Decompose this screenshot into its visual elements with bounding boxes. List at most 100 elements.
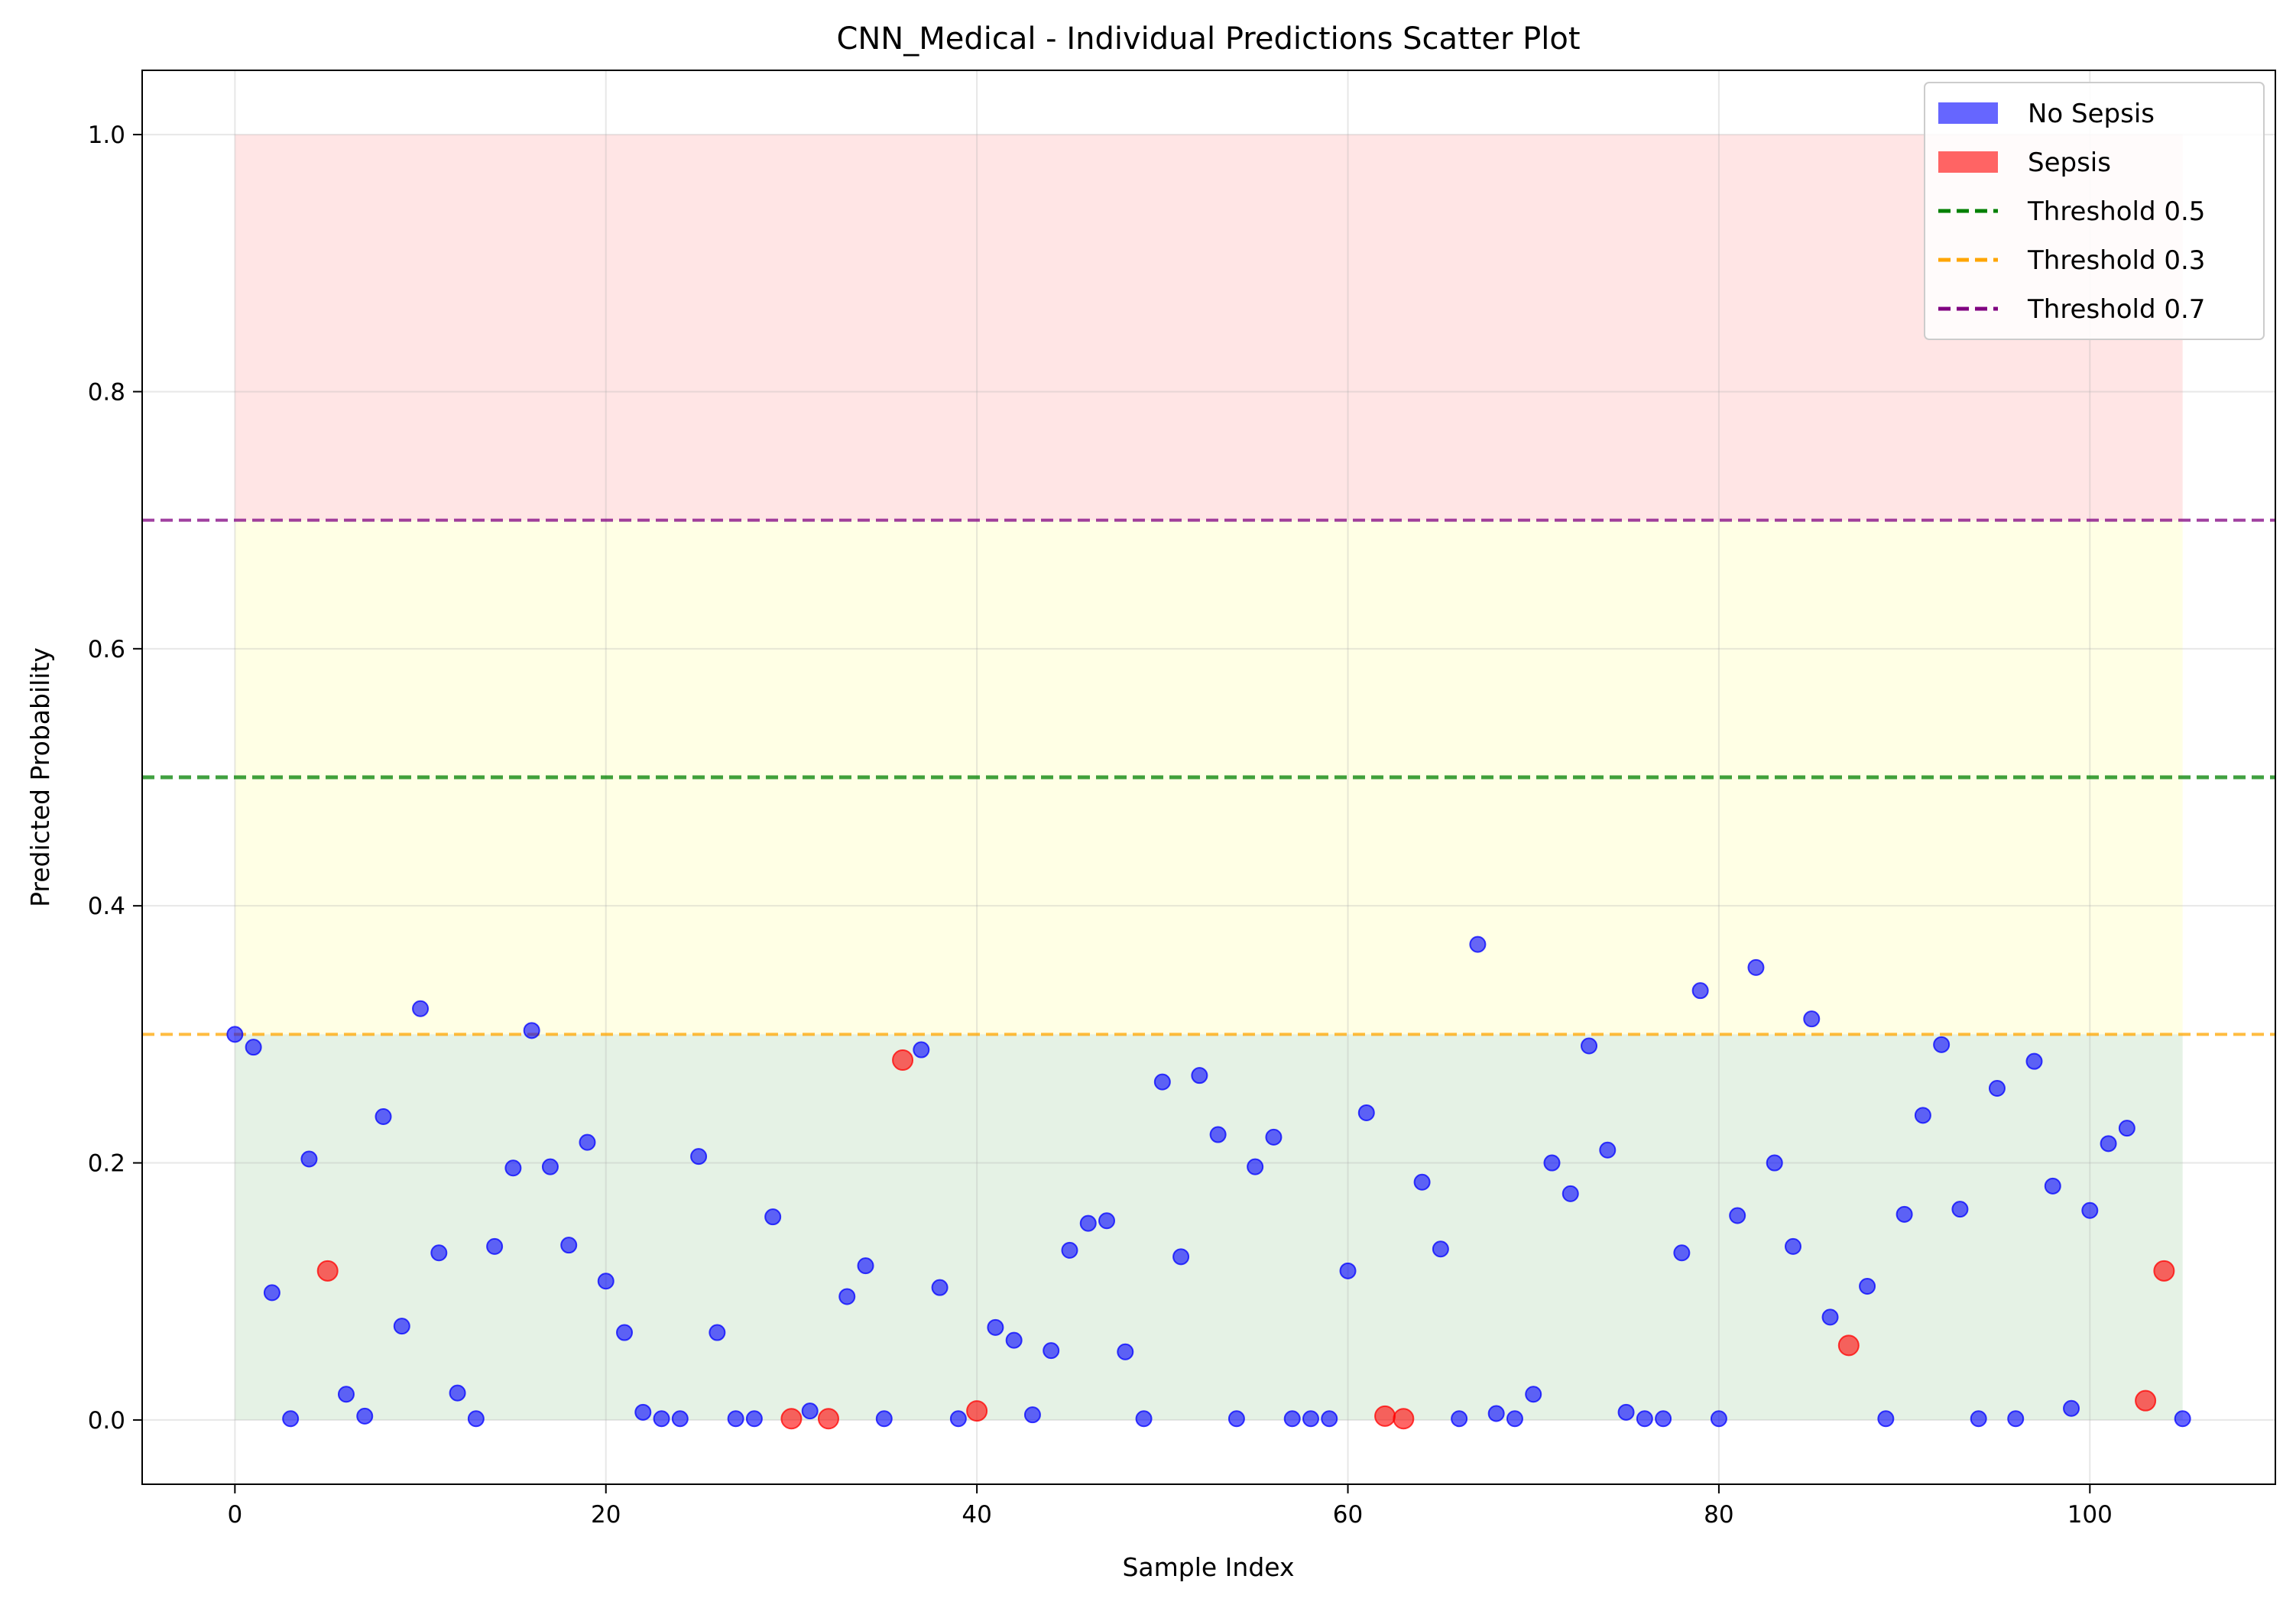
point-no-sepsis-51 <box>1265 1128 1283 1146</box>
point-sepsis-3 <box>892 1049 914 1071</box>
point-no-sepsis-74 <box>1729 1207 1746 1224</box>
point-sepsis-0 <box>316 1260 339 1282</box>
point-no-sepsis-8 <box>393 1318 410 1335</box>
y-tick-label-4: 0.8 <box>88 378 125 406</box>
point-no-sepsis-35 <box>949 1410 967 1428</box>
point-no-sepsis-69 <box>1636 1410 1653 1428</box>
point-no-sepsis-92 <box>2081 1201 2099 1219</box>
x-tick-label-1: 20 <box>591 1501 621 1529</box>
legend-label-threshold-05: Threshold 0.5 <box>2027 196 2205 227</box>
point-no-sepsis-49 <box>1227 1410 1245 1428</box>
point-no-sepsis-80 <box>1859 1278 1876 1295</box>
point-sepsis-4 <box>966 1400 988 1422</box>
point-no-sepsis-18 <box>579 1133 596 1151</box>
point-no-sepsis-9 <box>412 1000 430 1017</box>
x-tick-label-5: 100 <box>2067 1501 2113 1529</box>
point-no-sepsis-64 <box>1543 1154 1561 1172</box>
point-no-sepsis-0 <box>226 1026 244 1043</box>
point-no-sepsis-36 <box>987 1318 1004 1336</box>
point-no-sepsis-61 <box>1487 1405 1505 1422</box>
point-no-sepsis-93 <box>2100 1135 2117 1153</box>
point-no-sepsis-59 <box>1451 1410 1468 1428</box>
threshold-lines <box>142 518 2275 1036</box>
point-no-sepsis-17 <box>560 1237 578 1254</box>
point-no-sepsis-79 <box>1821 1308 1839 1326</box>
point-no-sepsis-4 <box>300 1150 318 1168</box>
point-no-sepsis-78 <box>1803 1010 1821 1028</box>
point-no-sepsis-11 <box>449 1384 466 1402</box>
point-no-sepsis-91 <box>2063 1399 2080 1417</box>
point-no-sepsis-46 <box>1172 1248 1190 1266</box>
point-no-sepsis-94 <box>2118 1120 2135 1137</box>
plot-frame <box>141 70 2276 1485</box>
point-no-sepsis-2 <box>263 1284 281 1302</box>
point-no-sepsis-33 <box>913 1041 930 1059</box>
point-no-sepsis-38 <box>1023 1406 1041 1424</box>
point-no-sepsis-60 <box>1469 935 1487 953</box>
legend-swatch-sepsis <box>1938 151 1998 173</box>
point-no-sepsis-85 <box>1951 1201 1969 1218</box>
point-no-sepsis-19 <box>597 1273 615 1290</box>
point-no-sepsis-45 <box>1153 1073 1171 1091</box>
legend-swatch-no-sepsis <box>1938 102 1998 124</box>
point-no-sepsis-21 <box>634 1403 652 1421</box>
point-no-sepsis-53 <box>1302 1410 1319 1428</box>
point-sepsis-7 <box>1837 1334 1860 1357</box>
x-tick-label-0: 0 <box>227 1501 242 1529</box>
point-no-sepsis-24 <box>690 1148 708 1166</box>
point-no-sepsis-16 <box>541 1158 559 1175</box>
point-no-sepsis-62 <box>1506 1410 1523 1428</box>
point-no-sepsis-88 <box>2007 1410 2025 1428</box>
y-tick-label-1: 0.2 <box>88 1150 125 1178</box>
point-no-sepsis-48 <box>1209 1126 1227 1143</box>
point-no-sepsis-43 <box>1117 1343 1134 1360</box>
point-no-sepsis-65 <box>1561 1185 1579 1202</box>
x-tick-label-4: 80 <box>1704 1501 1733 1529</box>
point-no-sepsis-68 <box>1617 1403 1635 1421</box>
point-no-sepsis-41 <box>1079 1214 1097 1232</box>
data-points <box>226 935 2191 1430</box>
point-sepsis-1 <box>780 1408 803 1430</box>
point-no-sepsis-5 <box>337 1386 355 1403</box>
point-no-sepsis-71 <box>1673 1244 1691 1262</box>
point-no-sepsis-82 <box>1895 1205 1913 1223</box>
point-no-sepsis-81 <box>1877 1410 1895 1428</box>
y-axis-ticks: 0.0 0.2 0.4 0.6 0.8 1.0 <box>88 122 142 1435</box>
point-no-sepsis-95 <box>2174 1410 2191 1428</box>
point-no-sepsis-90 <box>2044 1177 2061 1195</box>
legend: No Sepsis Sepsis Threshold 0.5 Threshold… <box>1924 82 2265 340</box>
y-tick-label-3: 0.6 <box>88 636 125 663</box>
point-no-sepsis-14 <box>504 1159 522 1177</box>
point-no-sepsis-10 <box>430 1244 448 1262</box>
point-no-sepsis-39 <box>1043 1342 1060 1360</box>
point-no-sepsis-15 <box>523 1022 540 1039</box>
point-sepsis-9 <box>2153 1260 2175 1282</box>
point-no-sepsis-7 <box>375 1108 392 1125</box>
point-no-sepsis-37 <box>1005 1331 1023 1349</box>
point-no-sepsis-44 <box>1135 1410 1153 1428</box>
chart-title: CNN_Medical - Individual Predictions Sca… <box>836 21 1580 57</box>
point-no-sepsis-29 <box>801 1402 819 1420</box>
point-sepsis-6 <box>1393 1408 1415 1430</box>
zone-band-0 <box>235 1034 2183 1420</box>
point-no-sepsis-34 <box>931 1279 949 1296</box>
point-no-sepsis-56 <box>1357 1104 1375 1121</box>
point-no-sepsis-86 <box>1970 1410 1987 1428</box>
x-axis-ticks: 0 20 40 60 80 100 <box>227 1484 2113 1529</box>
y-tick-label-2: 0.4 <box>88 893 125 920</box>
point-no-sepsis-76 <box>1766 1154 1783 1172</box>
legend-label-threshold-03: Threshold 0.3 <box>2027 245 2205 276</box>
point-sepsis-2 <box>817 1408 839 1430</box>
point-no-sepsis-47 <box>1191 1067 1208 1085</box>
point-no-sepsis-40 <box>1061 1241 1078 1259</box>
point-no-sepsis-52 <box>1283 1410 1301 1428</box>
x-tick-label-2: 40 <box>962 1501 991 1529</box>
point-no-sepsis-23 <box>671 1410 689 1428</box>
point-no-sepsis-73 <box>1710 1410 1727 1428</box>
point-no-sepsis-84 <box>1933 1036 1951 1053</box>
point-no-sepsis-70 <box>1655 1410 1672 1428</box>
point-no-sepsis-3 <box>282 1410 300 1428</box>
point-sepsis-5 <box>1374 1405 1396 1427</box>
